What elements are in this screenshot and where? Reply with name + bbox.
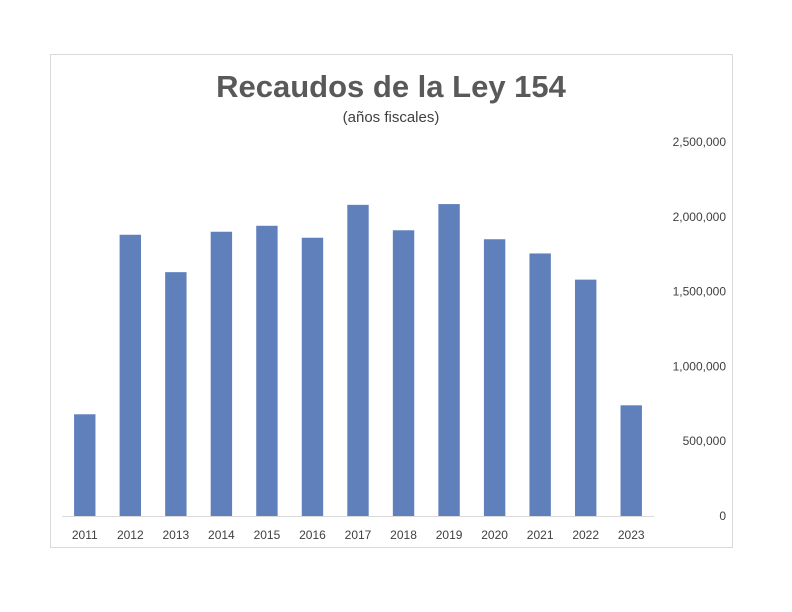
bar-2023 (620, 405, 642, 516)
bar-2015 (256, 225, 278, 516)
x-tick-label-2012: 2012 (117, 528, 144, 542)
x-tick-label-2014: 2014 (208, 528, 235, 542)
bar-2021 (529, 253, 551, 516)
bars (74, 204, 642, 517)
bar-2013 (165, 272, 187, 516)
bar-2016 (301, 237, 324, 516)
bar-2014 (210, 231, 233, 516)
x-tick-label-2023: 2023 (618, 528, 645, 542)
x-tick-label-2017: 2017 (345, 528, 372, 542)
bar-2018 (392, 230, 415, 516)
bar-2019 (438, 204, 460, 517)
chart-title: Recaudos de la Ley 154 (216, 69, 567, 104)
bar-2022 (574, 279, 597, 516)
y-tick-label: 1,500,000 (673, 285, 727, 299)
bar-2017 (347, 204, 369, 516)
chart-frame (50, 54, 733, 548)
bar-2011 (74, 414, 96, 516)
y-tick-label: 2,000,000 (673, 210, 727, 224)
chart-subtitle: (años fiscales) (343, 109, 440, 126)
x-tick-label-2015: 2015 (254, 528, 281, 542)
y-tick-label: 1,000,000 (673, 359, 727, 373)
x-tick-label-2013: 2013 (162, 528, 189, 542)
x-tick-label-2020: 2020 (481, 528, 508, 542)
x-tick-label-2018: 2018 (390, 528, 417, 542)
bar-2012 (119, 234, 142, 516)
y-tick-label: 500,000 (683, 434, 727, 448)
y-tick-label: 0 (719, 509, 726, 523)
x-tick-label-2019: 2019 (436, 528, 463, 542)
x-tick-label-2016: 2016 (299, 528, 326, 542)
y-tick-label: 2,500,000 (673, 135, 727, 149)
x-tick-label-2021: 2021 (527, 528, 554, 542)
bar-2020 (483, 239, 506, 517)
x-tick-label-2011: 2011 (72, 528, 98, 542)
x-tick-labels: 2011 2012 2013 2014 2015 2016 2017 2018 2019 2020… (72, 528, 645, 542)
y-tick-labels: 0 500,000 1,000,000 1,500,000 2,000,000 2,500… (673, 135, 727, 523)
x-tick-label-2022: 2022 (572, 528, 599, 542)
